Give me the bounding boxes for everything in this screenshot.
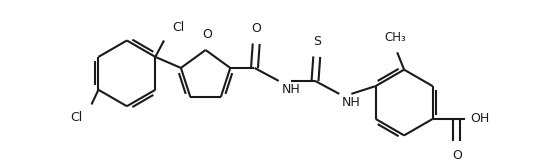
Text: NH: NH bbox=[342, 96, 360, 109]
Text: O: O bbox=[452, 149, 462, 162]
Text: O: O bbox=[202, 28, 212, 41]
Text: Cl: Cl bbox=[70, 111, 83, 124]
Text: CH₃: CH₃ bbox=[384, 31, 406, 44]
Text: OH: OH bbox=[470, 112, 489, 125]
Text: Cl: Cl bbox=[172, 21, 185, 34]
Text: S: S bbox=[313, 35, 321, 48]
Text: NH: NH bbox=[281, 83, 300, 96]
Text: O: O bbox=[252, 22, 261, 35]
